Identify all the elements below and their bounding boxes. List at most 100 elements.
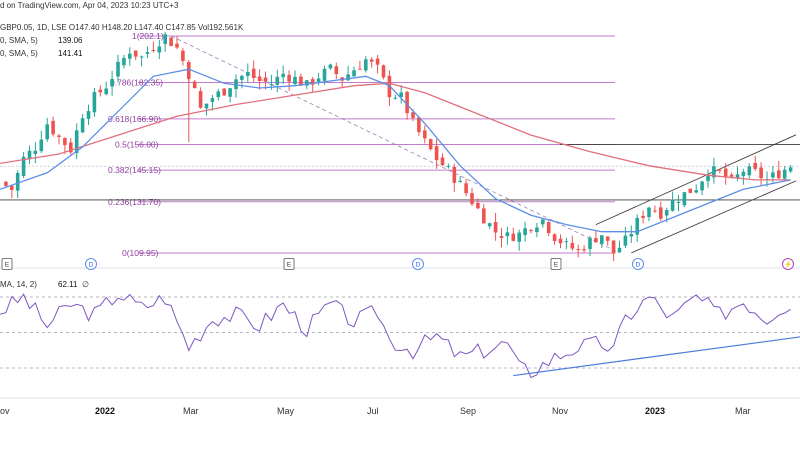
- candle-body: [706, 176, 710, 182]
- candle-body: [63, 137, 67, 146]
- candle-body: [104, 88, 108, 95]
- diagonal-trendline: [170, 35, 620, 254]
- rsi-header: MA, 14, 2) 62.11 ∅: [0, 280, 89, 289]
- candle-body: [759, 167, 763, 179]
- x-tick-label: Sep: [460, 406, 476, 416]
- candle-body: [653, 210, 657, 212]
- candle-body: [423, 130, 427, 139]
- candle-body: [128, 53, 132, 59]
- candle-body: [228, 88, 232, 97]
- earnings-marker-icon: [550, 258, 562, 270]
- candle-body: [611, 240, 616, 254]
- candle-body: [122, 57, 126, 66]
- candle-body: [647, 207, 651, 217]
- candle-body: [375, 58, 380, 65]
- candle-body: [676, 201, 681, 203]
- candle-body: [216, 91, 221, 98]
- candle-body: [39, 139, 44, 152]
- candle-body: [269, 84, 274, 86]
- sma1-label: 0, SMA, 5): [0, 36, 38, 45]
- candle-body: [428, 139, 433, 150]
- candle-body: [582, 249, 586, 251]
- candle-body: [45, 124, 49, 140]
- candle-body: [535, 227, 539, 233]
- fib-level-label: 0.236(131.70): [108, 197, 161, 207]
- candle-body: [434, 146, 439, 161]
- rsi-panel: [0, 293, 800, 379]
- candle-body: [753, 162, 757, 169]
- candle-body: [723, 168, 728, 178]
- candle-body: [659, 207, 663, 219]
- candle-body: [74, 130, 79, 154]
- event-markers: E D E D E D ⚡: [1, 258, 794, 270]
- candle-body: [151, 49, 156, 51]
- candle-body: [364, 59, 368, 71]
- candle-body: [617, 247, 622, 253]
- candle-body: [641, 215, 645, 218]
- candle-body: [80, 118, 85, 133]
- candle-body: [27, 150, 32, 160]
- candle-body: [369, 59, 374, 62]
- candle-body: [411, 112, 415, 118]
- candle-body: [181, 50, 185, 62]
- candle-body: [505, 232, 510, 237]
- candle-body: [4, 181, 8, 186]
- sma2-label: 0, SMA, 5): [0, 49, 38, 58]
- candle-body: [570, 242, 575, 249]
- candle-body: [635, 217, 639, 235]
- candle-body: [605, 236, 610, 241]
- drawing-lines: [0, 35, 800, 254]
- candle-body: [523, 228, 527, 236]
- candle-body: [98, 89, 103, 93]
- x-tick-label: May: [277, 406, 295, 416]
- candle-body: [328, 64, 333, 69]
- candle-body: [464, 183, 468, 194]
- marker-label: E: [554, 261, 559, 268]
- candle-body: [729, 174, 734, 177]
- candle-body: [393, 97, 398, 99]
- event-marker-earnings: E: [283, 258, 295, 270]
- fib-level-label: 0.5(156.00): [115, 140, 159, 150]
- candle-body: [381, 65, 386, 78]
- candle-body: [110, 78, 114, 87]
- candle-body: [116, 61, 120, 77]
- dividend-marker-icon: [85, 258, 97, 270]
- candle-body: [334, 66, 339, 75]
- sma-long-line: [0, 82, 791, 181]
- candle-body: [310, 79, 315, 85]
- candle-body: [564, 241, 569, 243]
- dividend-marker-icon: [412, 258, 424, 270]
- rsi-label: MA, 14, 2): [0, 280, 37, 289]
- candle-body: [322, 68, 327, 81]
- candle-body: [688, 188, 693, 193]
- rsi-extra: ∅: [82, 280, 89, 289]
- rsi-value: 62.11: [58, 280, 78, 289]
- candle-body: [399, 92, 403, 97]
- candle-body: [682, 192, 687, 206]
- candle-body: [257, 76, 262, 82]
- candle-body: [499, 235, 504, 238]
- candle-body: [192, 81, 197, 89]
- candle-body: [198, 91, 203, 108]
- candle-body: [57, 135, 61, 137]
- event-marker-dividend: D: [85, 258, 97, 270]
- event-marker-earnings: E: [550, 258, 562, 270]
- candle-body: [670, 199, 675, 211]
- candle-body: [558, 238, 563, 244]
- candle-body: [139, 56, 144, 58]
- rsi-trendline: [513, 336, 800, 377]
- candle-body: [15, 172, 20, 191]
- candle-body: [735, 174, 740, 179]
- candle-body: [446, 165, 451, 167]
- candle-body: [346, 74, 350, 81]
- candle-body: [133, 50, 138, 57]
- candle-body: [588, 237, 592, 250]
- candle-body: [92, 92, 97, 113]
- candle-body: [86, 111, 91, 119]
- rsi-line: [0, 293, 791, 379]
- candle-body: [623, 235, 628, 246]
- marker-label: D: [416, 261, 421, 268]
- candle-body: [187, 62, 191, 80]
- x-tick-label: Mar: [735, 406, 751, 416]
